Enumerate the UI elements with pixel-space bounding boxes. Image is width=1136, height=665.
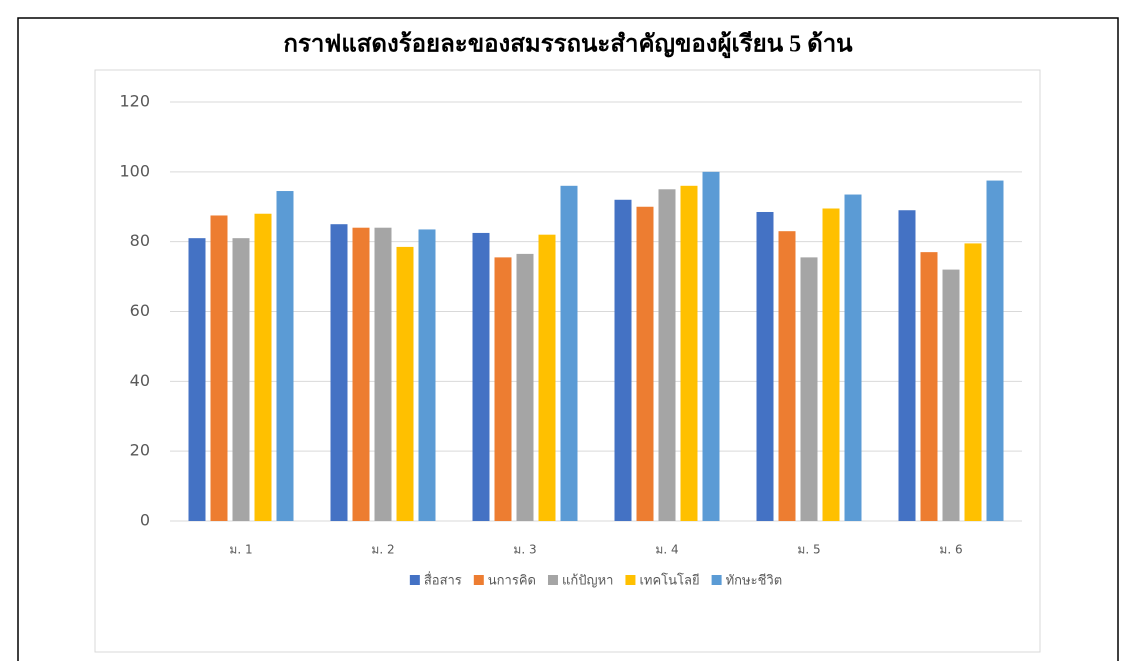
legend-label: สื่อสาร <box>424 572 462 589</box>
chart-title: กราฟแสดงร้อยละของสมรรถนะสำคัญของผู้เรียน… <box>283 31 853 59</box>
bar <box>210 215 228 521</box>
x-tick-label: ม. 1 <box>229 543 252 557</box>
legend-label: นการคิด <box>488 574 536 589</box>
x-tick-label: ม. 6 <box>939 543 962 557</box>
legend-label: แก้ปัญหา <box>562 574 613 589</box>
bar <box>276 191 294 521</box>
bar <box>898 210 916 521</box>
bar <box>516 253 534 521</box>
bar <box>330 224 348 522</box>
bar <box>374 227 392 521</box>
x-tick-label: ม. 5 <box>797 543 820 557</box>
legend-swatch <box>625 575 636 585</box>
legend-label: เทคโนโลยี <box>639 573 699 589</box>
y-tick-label: 100 <box>119 161 150 180</box>
bar <box>800 257 818 521</box>
bar <box>254 213 272 521</box>
x-tick-label: ม. 2 <box>371 543 394 557</box>
bar <box>494 257 512 521</box>
bar <box>844 194 862 521</box>
bar <box>986 180 1004 521</box>
y-tick-label: 80 <box>130 231 150 250</box>
bar <box>778 231 796 522</box>
bar <box>822 208 840 521</box>
bar <box>418 229 436 521</box>
legend-swatch <box>711 575 722 585</box>
bar <box>352 227 370 521</box>
bar <box>232 238 250 522</box>
frame <box>17 17 1119 661</box>
x-tick-label: ม. 4 <box>655 543 678 557</box>
bar <box>188 238 206 522</box>
bar <box>560 185 578 522</box>
legend-swatch <box>409 575 420 585</box>
legend-swatch <box>547 575 558 585</box>
bar <box>920 252 938 521</box>
bar <box>538 234 556 521</box>
x-tick-label: ม. 3 <box>513 543 536 557</box>
y-tick-label: 120 <box>119 92 150 111</box>
bar <box>472 232 490 521</box>
legend-swatch <box>473 575 484 585</box>
bar <box>636 206 654 521</box>
bar <box>396 246 414 521</box>
bar <box>756 211 774 522</box>
bar <box>964 243 982 521</box>
y-tick-label: 40 <box>130 371 150 390</box>
bar <box>658 189 676 521</box>
bar <box>702 171 720 522</box>
y-tick-label: 60 <box>130 301 150 320</box>
bar <box>614 199 632 521</box>
bar <box>942 269 960 521</box>
y-tick-label: 0 <box>140 511 150 530</box>
legend-label: ทักษะชีวิต <box>726 573 783 589</box>
bar <box>680 185 698 522</box>
y-tick-label: 20 <box>130 441 150 460</box>
